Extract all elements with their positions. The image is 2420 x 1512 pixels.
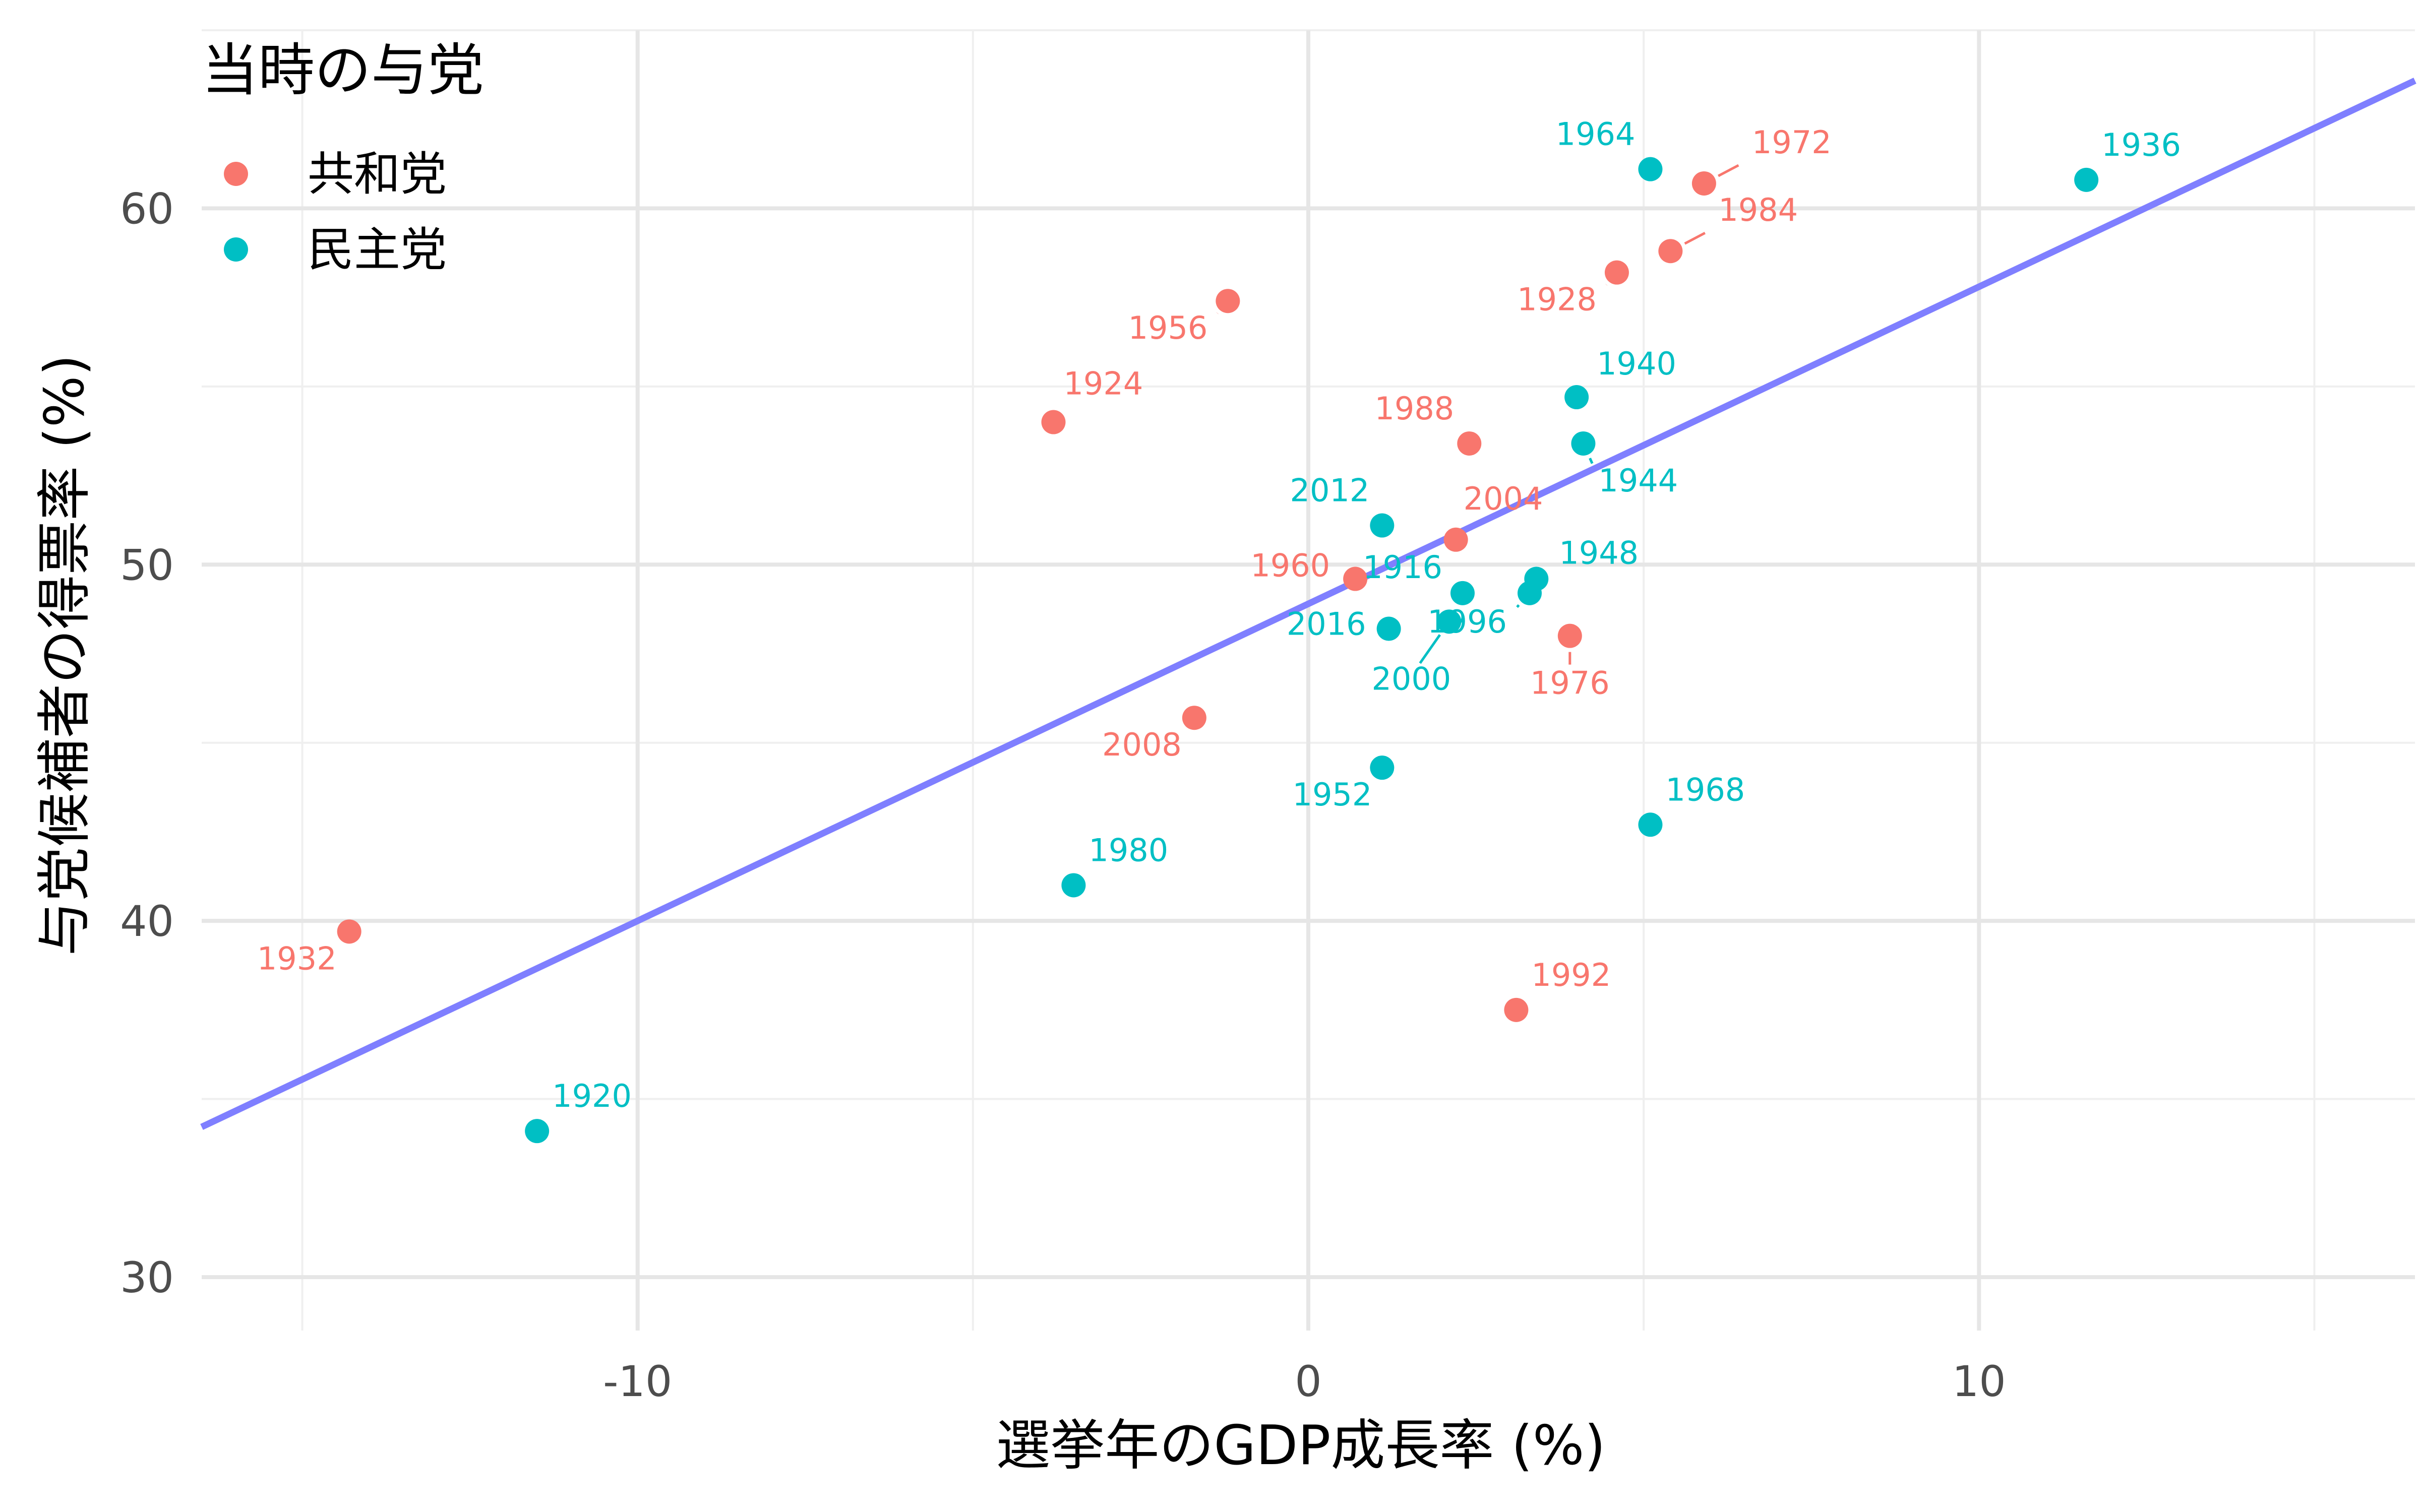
regression-line [200, 78, 2416, 1130]
label-leader-line [1718, 164, 1739, 177]
y-tick-label: 40 [120, 897, 174, 946]
x-axis-label: 選挙年のGDP成長率 (%) [996, 1414, 1605, 1477]
data-point-label: 2016 [1287, 606, 1366, 643]
data-point-label: 1972 [1752, 124, 1832, 161]
data-point [1638, 812, 1663, 837]
data-point-label: 1952 [1293, 776, 1372, 813]
x-tick-label: 10 [1952, 1357, 2006, 1406]
data-point [1216, 289, 1240, 313]
data-point-label: 1956 [1128, 309, 1208, 346]
major-grid [202, 30, 2415, 1331]
data-point-label: 1976 [1530, 665, 1610, 702]
data-point [1437, 609, 1462, 634]
data-point [1658, 239, 1683, 264]
label-leader-line [1419, 634, 1441, 664]
data-points [337, 157, 2099, 1144]
data-point-label: 2000 [1371, 660, 1451, 697]
y-axis-label: 与党候補者の得票率 (%) [33, 354, 96, 956]
data-point [1518, 581, 1542, 605]
data-point [1557, 623, 1582, 648]
data-point-label: 1932 [257, 940, 337, 977]
data-point [1343, 566, 1368, 591]
data-point [2074, 167, 2099, 192]
data-point [1061, 873, 1086, 898]
data-point-label: 1936 [2101, 127, 2181, 163]
data-point [1638, 157, 1663, 181]
label-leader-lines [1216, 164, 1739, 665]
data-point-label: 1920 [552, 1078, 632, 1114]
data-point [1443, 527, 1468, 552]
data-point [1450, 581, 1475, 605]
data-point [1370, 755, 1395, 780]
trend-line-group [200, 78, 2416, 1130]
x-axis-tick-labels: -10 0 10 [603, 1357, 2006, 1406]
data-point [525, 1119, 550, 1144]
data-point-label: 2012 [1290, 472, 1370, 509]
data-point [1041, 410, 1066, 434]
data-point [337, 919, 361, 944]
data-point [1370, 513, 1395, 538]
data-point [1564, 385, 1589, 410]
data-point-label: 1924 [1063, 365, 1143, 402]
x-tick-label: 0 [1295, 1357, 1321, 1406]
data-point-label: 1940 [1597, 345, 1676, 382]
y-tick-label: 50 [120, 540, 174, 590]
data-point [1457, 431, 1482, 456]
x-tick-label: -10 [603, 1357, 672, 1406]
data-point-label: 1916 [1363, 549, 1442, 586]
y-axis-tick-labels: 30 40 50 60 [120, 184, 174, 1302]
legend-key [224, 237, 248, 262]
data-point [1571, 431, 1596, 456]
data-point [1504, 997, 1529, 1022]
data-point [1376, 616, 1401, 641]
data-point-label: 2004 [1464, 480, 1543, 517]
data-point-label: 1992 [1531, 957, 1611, 993]
legend-title: 当時の与党 [202, 38, 484, 103]
legend-label: 民主党 [308, 223, 447, 277]
data-point [1182, 706, 1206, 730]
data-point-label: 1948 [1559, 535, 1639, 572]
data-point-label: 1984 [1718, 192, 1798, 228]
data-point-label: 1988 [1374, 390, 1454, 427]
legend-key [224, 162, 248, 186]
data-point-label: 1944 [1598, 462, 1678, 499]
y-tick-label: 30 [120, 1253, 174, 1302]
label-leader-line [1516, 604, 1520, 608]
y-tick-label: 60 [120, 184, 174, 233]
label-leader-line [1589, 458, 1594, 464]
data-point-label: 1964 [1556, 116, 1636, 153]
data-point-label: 1996 [1427, 603, 1507, 640]
data-point-label: 1980 [1088, 832, 1168, 868]
data-point [1604, 260, 1629, 285]
data-point-label: 1960 [1250, 547, 1330, 584]
data-point-label: 1968 [1665, 771, 1745, 808]
data-point-label: 1928 [1517, 281, 1597, 318]
label-leader-line [1684, 232, 1706, 245]
data-point-label: 2008 [1102, 726, 1182, 763]
legend-label: 共和党 [308, 147, 447, 201]
data-point [1691, 171, 1716, 196]
data-point-labels: 1972 1984 1928 1956 1924 1988 2004 1960 1976 2008… [257, 116, 2181, 1114]
